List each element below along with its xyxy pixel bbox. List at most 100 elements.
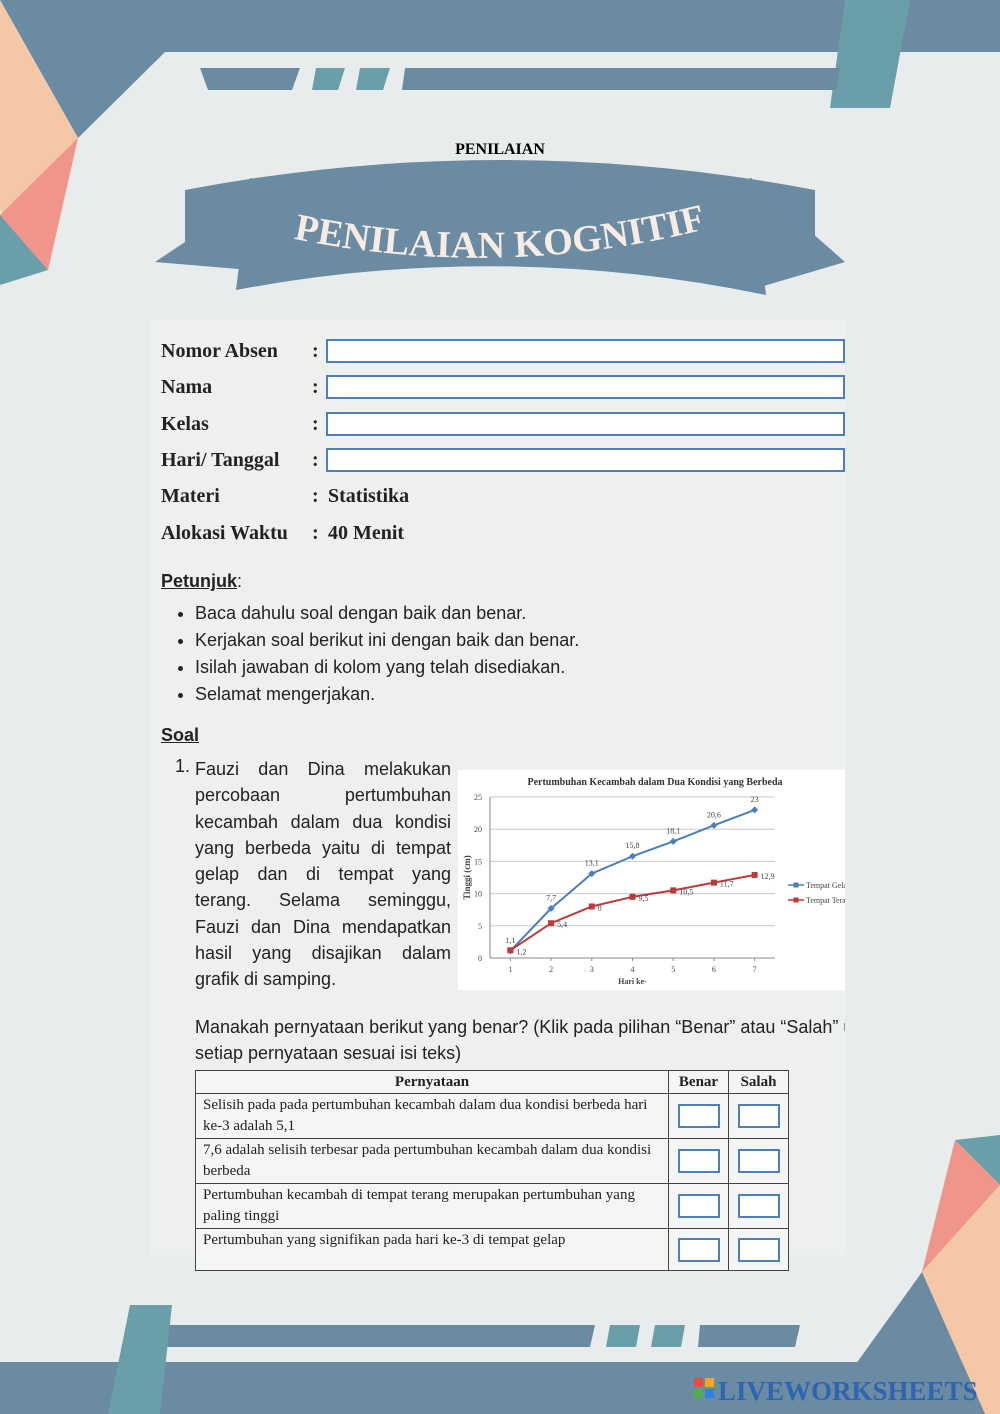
data-label: 20,6 — [707, 810, 721, 819]
question-number: 1. — [175, 756, 191, 776]
data-label: 7,7 — [546, 893, 556, 902]
answer-cell — [728, 1138, 789, 1184]
legend-marker — [793, 897, 799, 903]
data-label: 12,9 — [761, 872, 775, 881]
field-separator: : — [312, 376, 319, 399]
benar-option[interactable] — [677, 1104, 720, 1128]
salah-option[interactable] — [737, 1237, 780, 1262]
questions-heading: Soal — [161, 725, 200, 745]
answer-cell — [728, 1183, 789, 1229]
benar-option[interactable] — [677, 1237, 720, 1262]
answer-cell — [728, 1093, 789, 1139]
x-tick-label: 2 — [549, 965, 553, 974]
marker — [629, 893, 636, 900]
text-input[interactable] — [326, 447, 845, 472]
text-input[interactable] — [326, 411, 845, 436]
text-input[interactable] — [326, 375, 845, 400]
data-label: 5,4 — [557, 920, 567, 929]
column-header: Salah — [728, 1070, 789, 1094]
instruction-item: Isilah jawaban di kolom yang telah dised… — [195, 654, 579, 681]
field-label: Alokasi Waktu — [161, 521, 288, 544]
marker — [670, 887, 677, 894]
chart: Pertumbuhan Kecambah dalam Dua Kondisi y… — [458, 770, 845, 990]
chart-title: Pertumbuhan Kecambah dalam Dua Kondisi y… — [527, 777, 782, 788]
benar-option[interactable] — [677, 1149, 720, 1173]
data-label: 11,7 — [720, 880, 734, 889]
column-header: Pernyataan — [195, 1070, 669, 1094]
data-label: 18,1 — [666, 826, 680, 835]
marker — [669, 837, 677, 845]
field-label: Nama — [161, 376, 213, 399]
data-label: 8 — [598, 903, 602, 912]
field-value: 40 Menit — [328, 521, 405, 544]
data-label: 13,1 — [585, 859, 599, 868]
marker — [629, 852, 636, 860]
data-label: 23 — [751, 795, 759, 804]
series-line — [509, 808, 755, 952]
marker — [507, 947, 514, 954]
marker — [710, 879, 717, 886]
y-tick-label: 10 — [474, 890, 482, 899]
statement-text: Pertumbuhan yang signifikan pada hari ke… — [195, 1228, 669, 1271]
answer-cell — [668, 1183, 729, 1229]
question-text: Fauzi dan Dina melakukan percobaan pertu… — [195, 759, 451, 990]
field-separator: : — [312, 448, 319, 471]
field-separator: : — [312, 485, 319, 508]
statement-row: Selisih pada pada pertumbuhan kecambah d… — [195, 1093, 789, 1139]
column-header: Benar — [668, 1070, 729, 1094]
answer-cell — [668, 1138, 729, 1184]
answer-cell — [668, 1228, 729, 1271]
instruction-item: Selamat mengerjakan. — [195, 681, 579, 708]
statement-text: 7,6 adalah selisih terbesar pada pertumb… — [195, 1138, 669, 1184]
x-tick-label: 1 — [508, 965, 512, 974]
salah-option[interactable] — [737, 1149, 780, 1173]
field-value: Statistika — [328, 485, 410, 508]
question-prompt: Manakah pernyataan berikut yang benar? (… — [195, 1014, 845, 1068]
data-label: 10,5 — [679, 887, 693, 896]
field-separator: : — [312, 412, 319, 435]
statement-text: Selisih pada pada pertumbuhan kecambah d… — [195, 1093, 669, 1139]
page-title: PENILAIAN — [455, 141, 545, 158]
x-tick-label: 6 — [712, 965, 716, 974]
legend-marker — [793, 882, 799, 888]
field-separator: : — [312, 521, 319, 544]
y-tick-label: 20 — [474, 825, 482, 834]
y-tick-label: 5 — [478, 922, 482, 931]
x-tick-label: 5 — [671, 965, 675, 974]
salah-option[interactable] — [737, 1104, 780, 1128]
statement-row: Pertumbuhan yang signifikan pada hari ke… — [195, 1228, 789, 1271]
y-axis-label: Tinggi (cm) — [462, 855, 472, 900]
data-label: 15,8 — [626, 841, 640, 850]
statement-row: Pertumbuhan kecambah di tempat terang me… — [195, 1183, 789, 1229]
data-label: 1,1 — [505, 936, 515, 945]
answer-cell — [728, 1228, 789, 1271]
y-tick-label: 25 — [474, 793, 482, 802]
data-label: 9,5 — [639, 894, 649, 903]
table-header-row: Pernyataan Benar Salah — [195, 1070, 789, 1094]
text-input[interactable] — [326, 339, 845, 363]
x-axis-label: Hari ke- — [618, 977, 647, 986]
field-separator: : — [312, 340, 319, 362]
field-label: Hari/ Tanggal — [161, 448, 280, 471]
y-tick-label: 15 — [474, 857, 482, 866]
statement-table: Pernyataan Benar Salah Selisih pada pada pe… — [195, 1070, 789, 1271]
heading-suffix: : — [237, 571, 243, 591]
data-label: 1,2 — [516, 947, 526, 956]
x-tick-label: 7 — [753, 965, 757, 974]
field-label: Materi — [161, 485, 220, 508]
marker — [751, 806, 759, 814]
brand-logo — [694, 1378, 714, 1398]
prompt-text: Manakah pernyataan berikut yang benar? (… — [195, 1017, 845, 1063]
legend-label: Tempat Gelap — [806, 881, 845, 890]
field-label: Kelas — [161, 412, 209, 435]
x-tick-label: 3 — [590, 965, 594, 974]
field-label: Nomor Absen — [161, 340, 278, 362]
x-tick-label: 4 — [631, 965, 635, 974]
instruction-list: Baca dahulu soal dengan baik dan benar.K… — [161, 600, 579, 708]
marker — [547, 904, 555, 912]
benar-option[interactable] — [677, 1194, 720, 1218]
instruction-item: Baca dahulu soal dengan baik dan benar. — [195, 600, 579, 627]
marker — [548, 920, 555, 927]
salah-option[interactable] — [737, 1194, 780, 1218]
